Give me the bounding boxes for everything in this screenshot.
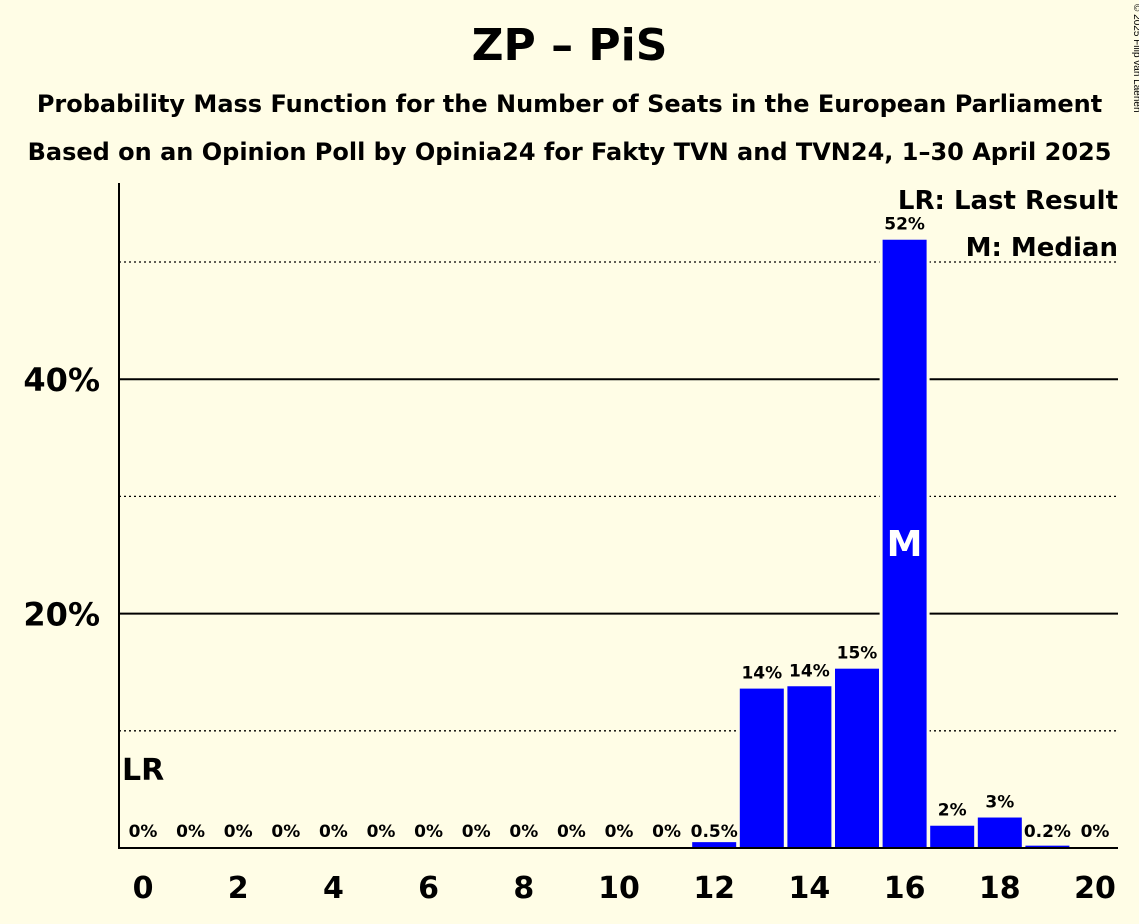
x-tick-label: 12 (693, 871, 735, 906)
bar-value-label: 0% (271, 822, 300, 842)
legend-last-result: LR: Last Result (898, 186, 1118, 216)
x-tick-label: 20 (1074, 871, 1116, 906)
bar (1025, 845, 1070, 848)
bar-value-label: 0% (605, 822, 634, 842)
x-tick-label: 8 (513, 871, 534, 906)
bar-value-label: 0% (652, 822, 681, 842)
bar-value-label: 3% (985, 793, 1014, 813)
bar-value-label: 0% (1081, 822, 1110, 842)
chart-subtitle-2: Based on an Opinion Poll by Opinia24 for… (27, 138, 1112, 166)
last-result-marker: LR (122, 753, 164, 788)
bar-value-label: 0% (224, 822, 253, 842)
bar (882, 239, 927, 848)
bar (835, 668, 879, 848)
bar (787, 686, 832, 848)
x-tick-label: 2 (228, 871, 249, 906)
bar-value-label: 0% (367, 822, 396, 842)
bars (689, 236, 1073, 848)
bar-value-label: 15% (837, 644, 878, 664)
bar-value-label: 0.5% (691, 822, 738, 842)
bar-value-label: 0% (414, 822, 443, 842)
chart-subtitle-1: Probability Mass Function for the Number… (36, 90, 1103, 118)
bar-value-label: 0% (319, 822, 348, 842)
bar-value-label: 0% (129, 822, 158, 842)
x-tick-label: 18 (979, 871, 1021, 906)
bar-value-labels: 0% 0% 0% 0% 0% 0% 0% 0% 0% 0% 0% 0% 0.5% 14% 14% 15% 52%… (122, 215, 1109, 842)
bar-value-label: 0% (557, 822, 586, 842)
x-tick-label: 16 (884, 871, 926, 906)
axes (118, 183, 1118, 849)
bar (692, 842, 737, 848)
bar-value-label: 0.2% (1024, 822, 1071, 842)
chart-title: ZP – PiS (471, 20, 668, 71)
bar (930, 825, 975, 848)
bar-value-label: 2% (938, 801, 967, 821)
tick-labels: 0 2 4 6 8 10 12 14 16 18 20 20% 40% (23, 361, 1115, 906)
y-tick-label: 20% (23, 596, 100, 634)
gridlines (119, 261, 1118, 732)
median-marker: M (887, 524, 923, 565)
bar-value-label: 52% (884, 215, 925, 235)
x-tick-label: 6 (418, 871, 439, 906)
bar-value-label: 14% (789, 661, 830, 681)
bar-value-label: 0% (509, 822, 538, 842)
x-tick-label: 10 (598, 871, 640, 906)
x-tick-label: 0 (133, 871, 154, 906)
bar-value-label: 14% (741, 664, 782, 684)
x-tick-label: 14 (789, 871, 831, 906)
y-tick-label: 40% (23, 361, 100, 399)
x-tick-label: 4 (323, 871, 344, 906)
bar-value-label: 0% (462, 822, 491, 842)
legend-median: M: Median (966, 233, 1118, 263)
bar-halo (1022, 842, 1073, 848)
bar (977, 817, 1022, 848)
bar (739, 688, 784, 848)
bar-value-label: 0% (176, 822, 205, 842)
